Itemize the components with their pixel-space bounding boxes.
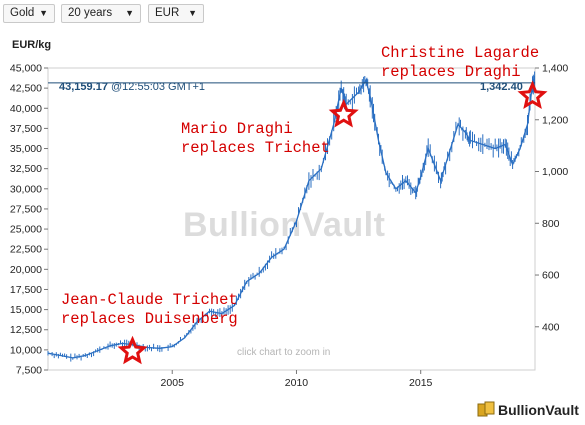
y-tick-label-right: 400 bbox=[542, 321, 560, 333]
chart-watermark: BullionVault bbox=[183, 206, 386, 244]
y-tick-label-left: 45,000 bbox=[10, 63, 42, 75]
y-axis-label-left: EUR/kg bbox=[12, 39, 52, 51]
range-select-value: 20 years bbox=[68, 7, 113, 19]
y-tick-label-left: 27,500 bbox=[10, 203, 42, 215]
y-tick-label-left: 30,000 bbox=[10, 183, 42, 195]
x-tick-label: 2005 bbox=[161, 377, 185, 389]
chevron-down-icon: ▼ bbox=[188, 8, 197, 18]
currency-select[interactable]: EUR ▼ bbox=[148, 4, 204, 23]
y-tick-label-right: 600 bbox=[542, 270, 560, 282]
zoom-hint: click chart to zoom in bbox=[237, 347, 331, 358]
current-price-right-label: 1,342.40 bbox=[480, 81, 523, 93]
y-tick-label-left: 7,500 bbox=[16, 365, 42, 377]
annotation-draghi: Mario Draghi replaces Trichet bbox=[181, 120, 330, 157]
chevron-down-icon: ▼ bbox=[125, 8, 134, 18]
annotation-trichet: Jean-Claude Trichet replaces Duisenberg bbox=[61, 291, 238, 328]
annotation-lagarde: Christine Lagarde replaces Draghi bbox=[381, 44, 540, 81]
annotation-star-trichet bbox=[117, 335, 148, 365]
current-price-value: 43,159.17 bbox=[59, 81, 108, 93]
y-tick-label-left: 40,000 bbox=[10, 103, 42, 115]
y-tick-label-left: 35,000 bbox=[10, 143, 42, 155]
currency-select-value: EUR bbox=[155, 7, 180, 19]
y-tick-label-left: 22,500 bbox=[10, 244, 42, 256]
y-tick-label-left: 15,000 bbox=[10, 304, 42, 316]
y-tick-label-left: 17,500 bbox=[10, 284, 42, 296]
y-tick-label-left: 25,000 bbox=[10, 224, 42, 236]
annotation-star-draghi bbox=[328, 98, 359, 128]
y-tick-label-left: 37,500 bbox=[10, 123, 42, 135]
plot-area bbox=[47, 67, 536, 371]
y-tick-label-right: 1,200 bbox=[542, 114, 568, 126]
y-tick-label-right: 800 bbox=[542, 218, 560, 230]
gold-bars-icon bbox=[477, 401, 495, 417]
annotation-star-lagarde bbox=[517, 80, 548, 109]
chevron-down-icon: ▼ bbox=[39, 8, 48, 18]
y-tick-label-left: 10,000 bbox=[10, 344, 42, 356]
x-tick-label: 2010 bbox=[285, 377, 309, 389]
logo-text: BullionVault bbox=[498, 402, 579, 418]
y-tick-label-left: 20,000 bbox=[10, 264, 42, 276]
range-select[interactable]: 20 years ▼ bbox=[61, 4, 141, 23]
y-tick-label-left: 42,500 bbox=[10, 83, 42, 95]
y-tick-label-right: 1,400 bbox=[542, 63, 568, 75]
current-price-label: 43,159.17 @12:55:03 GMT+1 bbox=[59, 81, 205, 93]
current-price-time: @12:55:03 GMT+1 bbox=[111, 81, 206, 93]
x-tick-label: 2015 bbox=[409, 377, 433, 389]
metal-select[interactable]: Gold ▼ bbox=[3, 4, 55, 23]
metal-select-value: Gold bbox=[10, 7, 35, 19]
y-tick-label-left: 12,500 bbox=[10, 324, 42, 336]
y-tick-label-left: 32,500 bbox=[10, 163, 42, 175]
y-tick-label-right: 1,000 bbox=[542, 166, 568, 178]
